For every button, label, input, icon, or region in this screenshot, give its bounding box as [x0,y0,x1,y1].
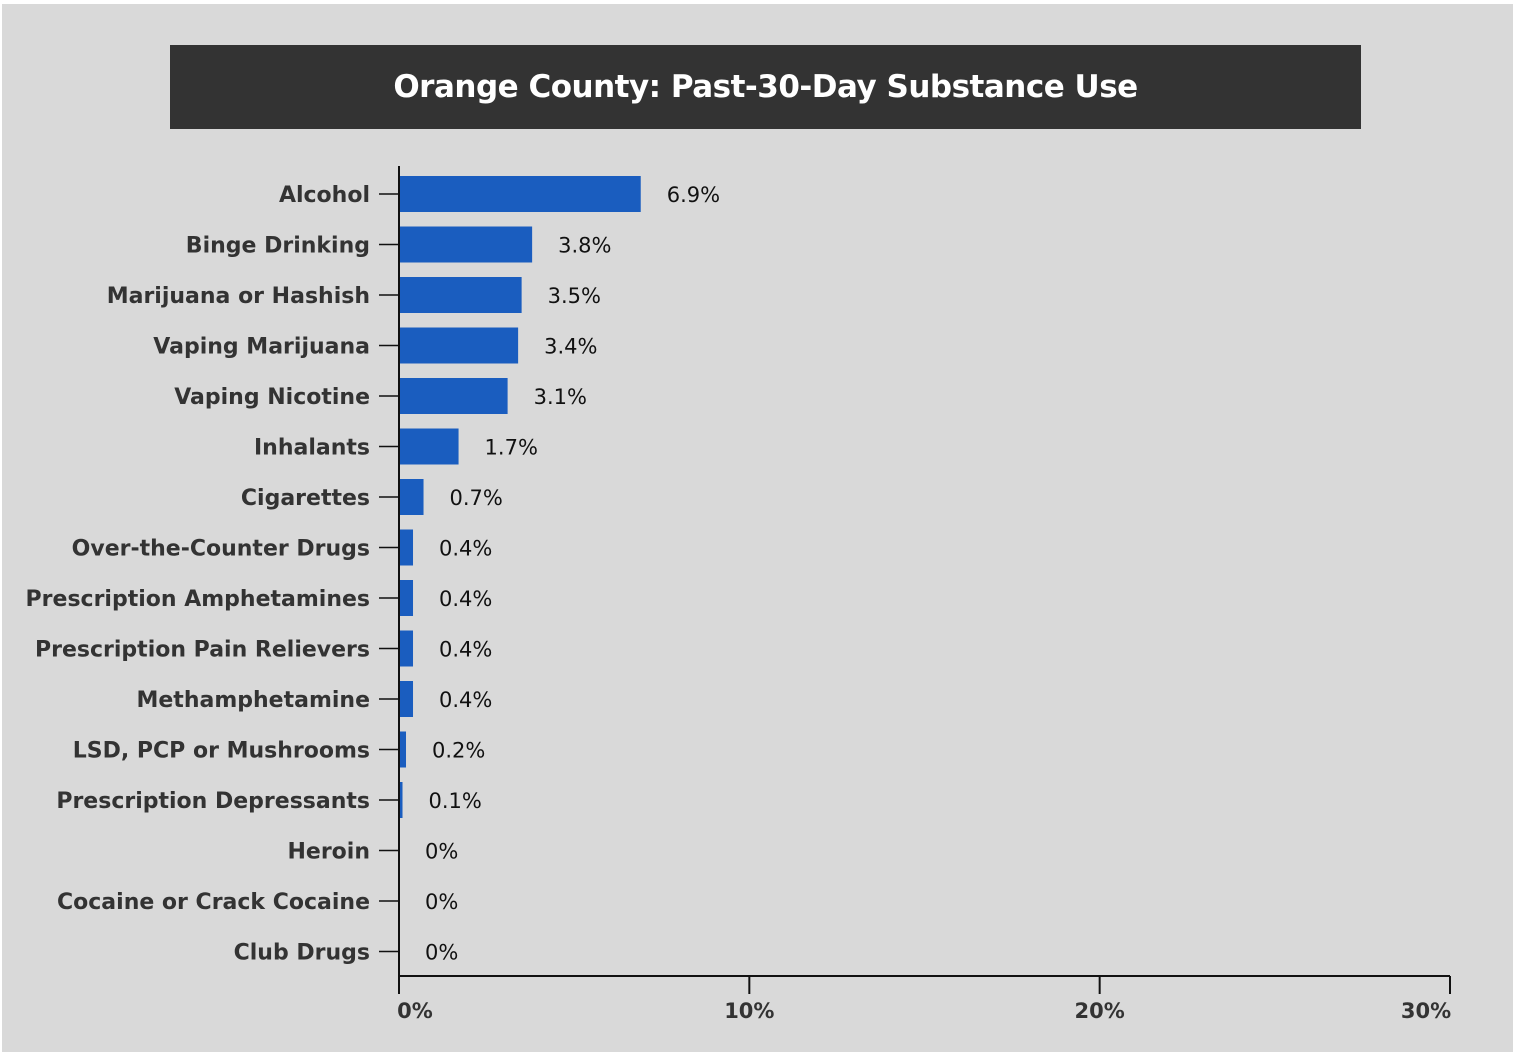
category-label: Vaping Nicotine [174,385,370,410]
category-label: Alcohol [279,183,370,208]
category-label: Marijuana or Hashish [107,284,370,309]
value-label: 0.2% [432,739,485,763]
bar [399,529,414,566]
category-label: Club Drugs [234,941,370,966]
bar [399,327,519,364]
value-label: 3.1% [534,385,587,409]
category-label: Prescription Amphetamines [26,587,370,612]
value-label: 0% [425,890,458,914]
category-label: Prescription Depressants [56,789,370,814]
value-label: 0.7% [450,486,503,510]
value-label: 0% [425,840,458,864]
x-tick-label: 20% [1075,999,1125,1023]
category-label: Cigarettes [241,486,370,511]
bar [399,428,459,465]
category-label: Heroin [288,840,371,865]
bars-group [399,176,641,818]
bar [399,176,641,212]
category-label: Methamphetamine [136,688,370,713]
chart-title-bar: Orange County: Past-30-Day Substance Use [170,45,1361,129]
category-label: Vaping Marijuana [153,335,370,360]
chart-title: Orange County: Past-30-Day Substance Use [393,69,1138,105]
bar [399,226,533,263]
value-label: 0.4% [439,537,492,561]
value-label: 6.9% [667,183,720,207]
value-label: 0.4% [439,638,492,662]
x-tick-label: 0% [397,999,433,1023]
bar [399,782,403,818]
category-label: Binge Drinking [186,234,370,259]
value-label: 3.4% [544,335,597,359]
value-label: 0.4% [439,587,492,611]
bar [399,277,522,313]
chart-background [2,4,1513,1052]
category-label: Over-the-Counter Drugs [72,537,370,562]
bar [399,681,414,717]
category-label: Cocaine or Crack Cocaine [57,890,370,915]
value-label: 0% [425,941,458,965]
category-label: Inhalants [254,436,370,461]
bar [399,731,407,768]
value-label: 3.8% [558,234,611,258]
value-label: 0.1% [429,789,482,813]
value-label: 3.5% [548,284,601,308]
axes-group: Alcohol 6.9% Binge Drinking 3.8% Marijuana o… [26,166,1451,1023]
x-tick-label: 10% [724,999,774,1023]
bar [399,378,508,414]
category-label: LSD, PCP or Mushrooms [73,739,370,764]
category-label: Prescription Pain Relievers [35,638,370,663]
bar [399,580,414,616]
value-label: 1.7% [485,436,538,460]
x-tick-label: 30% [1401,999,1451,1023]
bar [399,630,414,667]
bar [399,479,424,515]
value-label: 0.4% [439,688,492,712]
